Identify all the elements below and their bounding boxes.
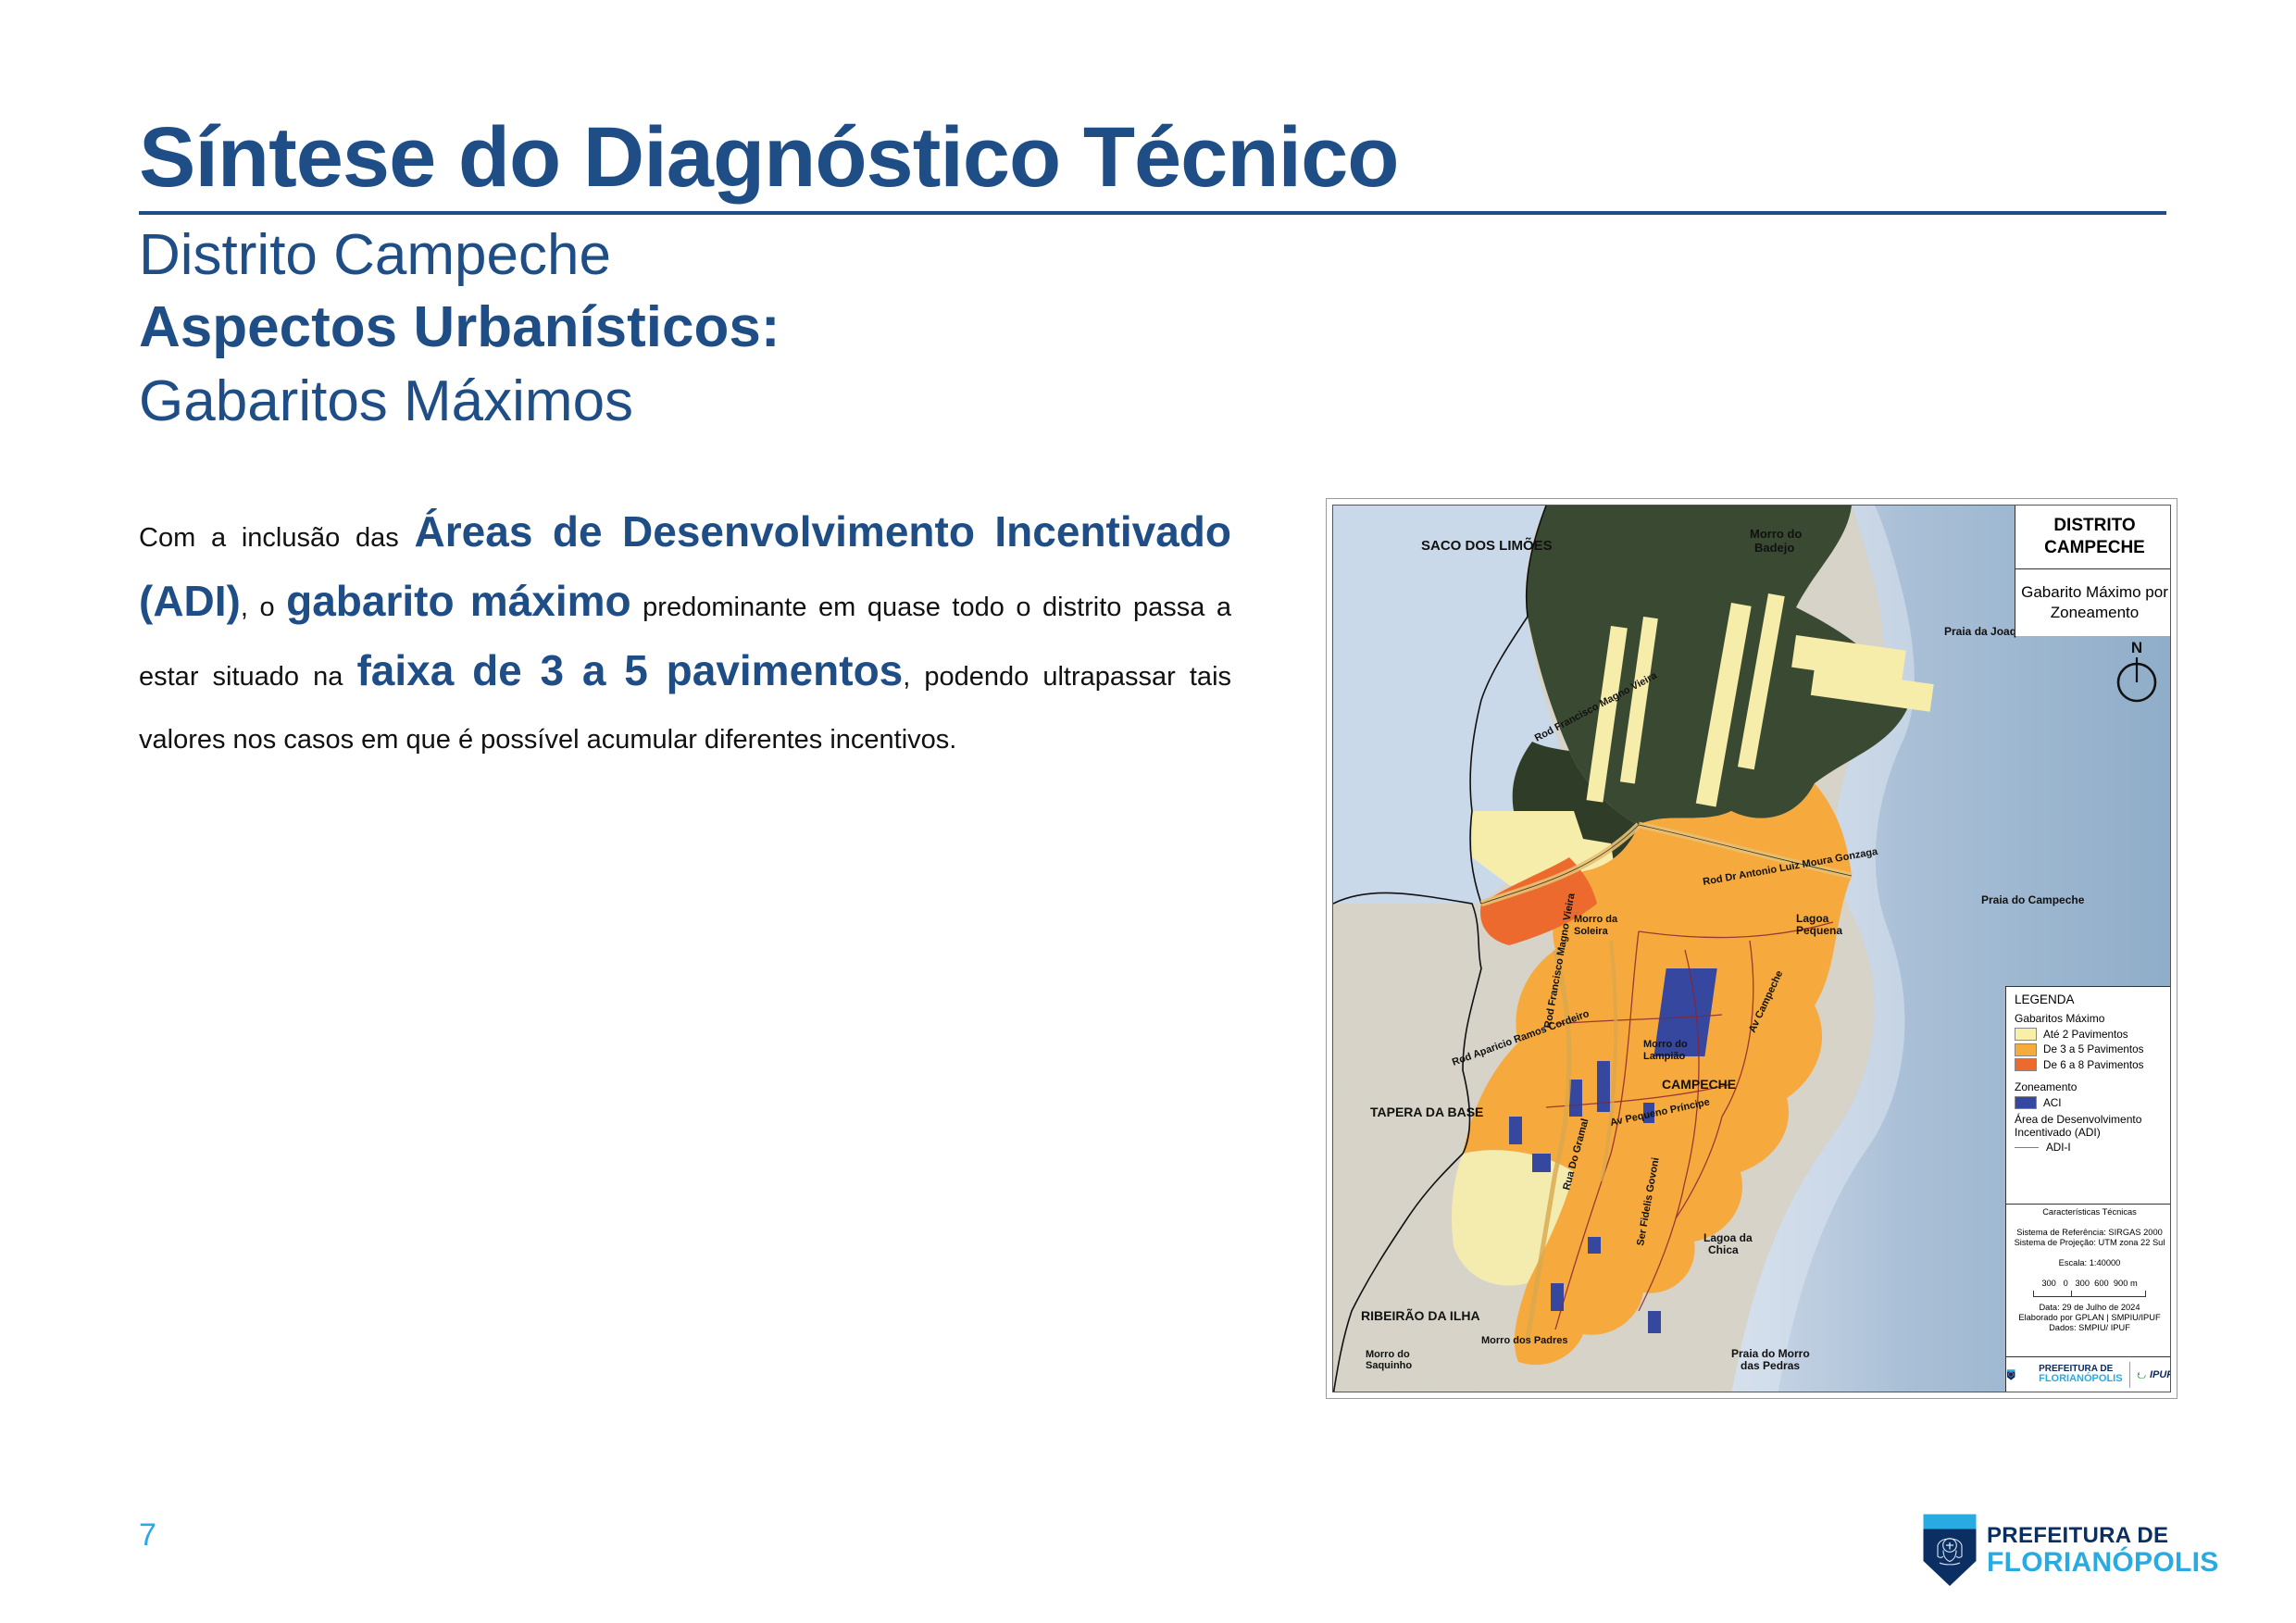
svg-text:Lagoa da: Lagoa da [1703,1231,1753,1244]
svg-text:Pequena: Pequena [1796,924,1842,937]
svg-text:Praia do Campeche: Praia do Campeche [1981,893,2085,906]
svg-text:Morro do: Morro do [1643,1039,1688,1050]
svg-text:CAMPECHE: CAMPECHE [1662,1077,1736,1092]
svg-text:N: N [2131,640,2142,656]
svg-text:RIBEIRÃO DA ILHA: RIBEIRÃO DA ILHA [1361,1307,1480,1323]
svg-text:Badejo: Badejo [1754,541,1794,555]
svg-text:das Pedras: das Pedras [1741,1359,1800,1372]
svg-text:Morro da: Morro da [1574,914,1618,925]
svg-text:TAPERA DA BASE: TAPERA DA BASE [1370,1105,1483,1119]
svg-text:Saquinho: Saquinho [1366,1360,1412,1371]
svg-text:Morro dos Padres: Morro dos Padres [1481,1335,1568,1346]
svg-text:Chica: Chica [1708,1243,1739,1256]
svg-text:Morro do: Morro do [1366,1349,1410,1360]
svg-text:SACO DOS LIMÕES: SACO DOS LIMÕES [1421,537,1553,554]
svg-text:Morro do: Morro do [1750,527,1802,541]
svg-text:Soleira: Soleira [1574,926,1609,937]
svg-text:Lampião: Lampião [1643,1051,1686,1062]
svg-text:Praia do Morro: Praia do Morro [1731,1347,1810,1360]
svg-text:Lagoa: Lagoa [1796,912,1829,925]
